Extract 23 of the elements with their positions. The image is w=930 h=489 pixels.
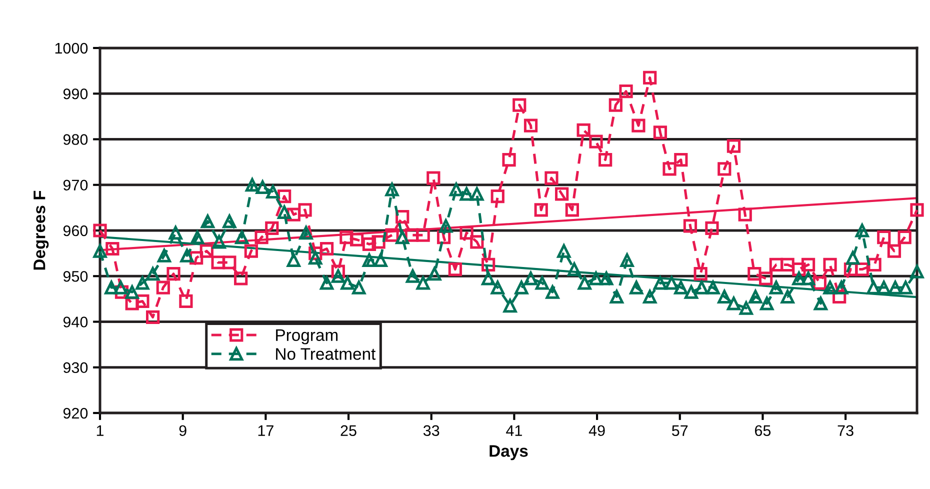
y-axis-title: Degrees F [34, 190, 49, 270]
y-tick-label: 960 [63, 225, 88, 236]
x-tick-label: 33 [423, 425, 440, 436]
x-tick-label: 57 [672, 425, 688, 436]
y-tick-label: 940 [63, 316, 88, 328]
legend-label: No Treatment [276, 348, 376, 360]
x-tick-label: 9 [179, 425, 186, 436]
x-tick-label: 17 [258, 425, 274, 436]
x-tick-label: 73 [838, 425, 854, 436]
y-tick-label: 990 [63, 88, 88, 100]
y-tick-label: 980 [63, 134, 88, 145]
x-tick-label: 49 [588, 425, 605, 436]
y-tick-label: 930 [63, 362, 88, 374]
legend-label: Program [276, 329, 338, 344]
y-tick-label: 1000 [55, 42, 88, 54]
x-tick-label: 65 [754, 425, 771, 436]
y-tick-label: 920 [63, 408, 88, 419]
y-tick-label: 950 [63, 270, 88, 282]
y-tick-label: 970 [63, 180, 88, 191]
x-tick-label: 41 [506, 425, 522, 436]
x-tick-label: 25 [340, 425, 356, 436]
x-axis-title: Days [490, 445, 528, 460]
x-tick-label: 1 [96, 425, 104, 436]
